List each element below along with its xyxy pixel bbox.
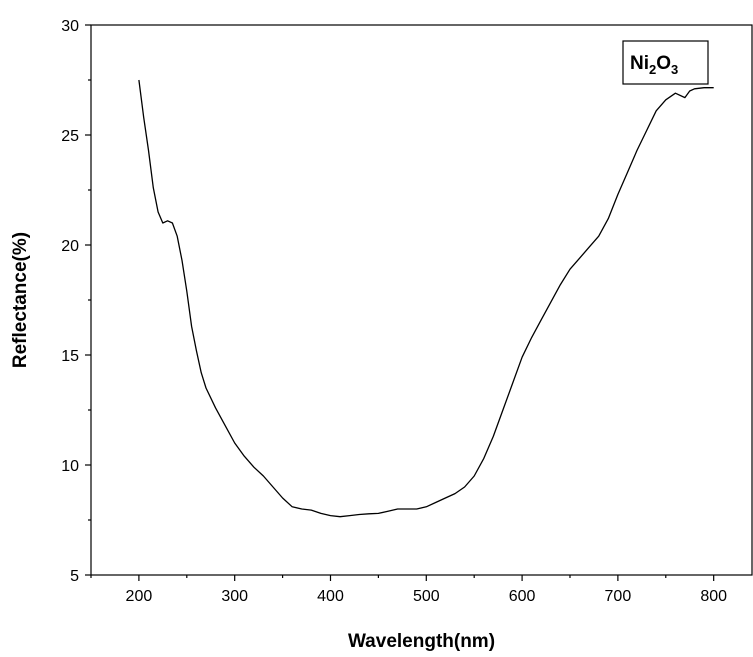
x-tick-label: 500 <box>413 588 440 605</box>
x-tick-label: 400 <box>317 588 344 605</box>
legend-subscript-3: 3 <box>671 62 678 77</box>
x-tick-label: 600 <box>509 588 536 605</box>
x-axis-title: Wavelength(nm) <box>348 631 495 652</box>
y-axis-ticks: 5 10 15 20 25 30 <box>61 18 91 585</box>
x-axis-ticks: 200 300 400 500 600 700 800 <box>90 575 727 605</box>
legend: Ni2O3 <box>622 40 709 85</box>
x-tick-label: 700 <box>605 588 632 605</box>
y-axis-title: Reflectance(%) <box>10 232 31 368</box>
y-tick-label: 10 <box>61 458 79 475</box>
series-line-ni2o3 <box>138 79 714 518</box>
x-tick-label: 300 <box>221 588 248 605</box>
x-tick-label: 200 <box>126 588 153 605</box>
y-tick-label: 20 <box>61 238 79 255</box>
legend-label-ni2o3: Ni2O3 <box>630 53 678 77</box>
y-tick-label: 25 <box>61 128 79 145</box>
plot-frame <box>90 24 753 576</box>
legend-box <box>622 40 709 85</box>
y-tick-label: 5 <box>70 568 79 585</box>
x-tick-label: 800 <box>700 588 727 605</box>
legend-base-o: O <box>656 53 671 74</box>
legend-subscript-2: 2 <box>649 62 656 77</box>
y-tick-label: 30 <box>61 18 79 35</box>
y-tick-label: 15 <box>61 348 79 365</box>
legend-base-ni: Ni <box>630 53 649 74</box>
